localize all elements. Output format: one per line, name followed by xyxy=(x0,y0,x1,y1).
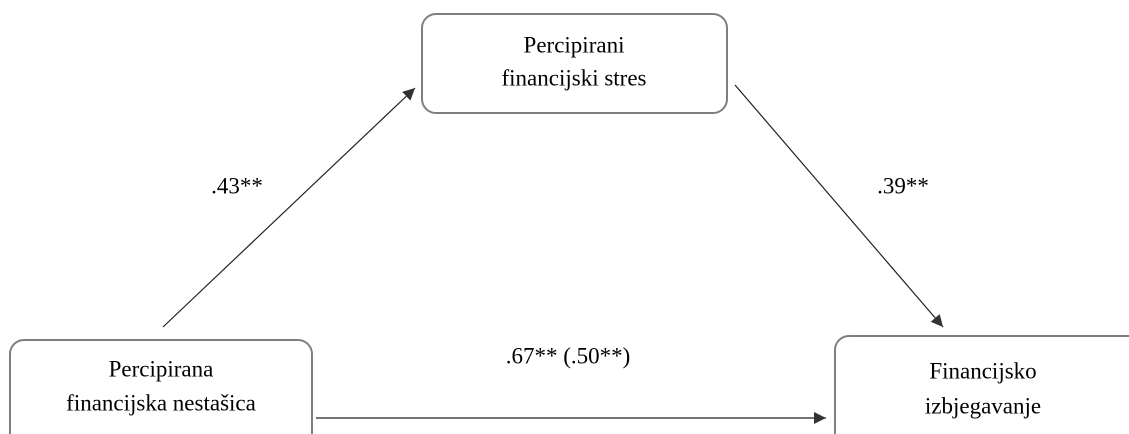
node-box xyxy=(9,339,313,434)
arrow xyxy=(734,84,944,328)
node-label: Percipirana xyxy=(109,356,214,381)
node-label: Percipirani xyxy=(524,32,625,57)
node-label: Financijsko xyxy=(929,358,1036,383)
node-box xyxy=(421,13,728,114)
edge-label: .39** xyxy=(877,173,929,198)
edge-label: .43** xyxy=(211,173,263,198)
node-box xyxy=(834,335,1129,434)
node-label: financijski stres xyxy=(502,65,647,90)
node-label: izbjegavanje xyxy=(925,393,1041,418)
arrow xyxy=(162,87,416,328)
edge-label: .67** (.50**) xyxy=(506,343,631,368)
node-label: financijska nestašica xyxy=(66,390,256,415)
